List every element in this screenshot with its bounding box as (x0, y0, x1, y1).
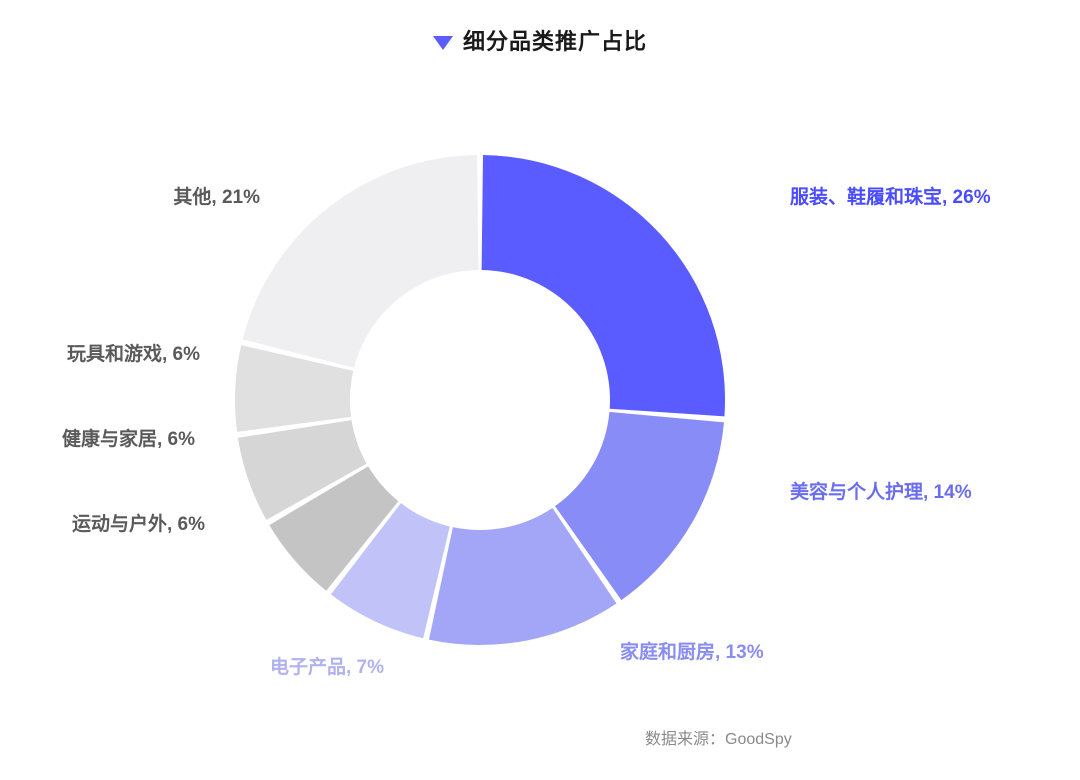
slice-label-apparel: 服装、鞋履和珠宝, 26% (790, 182, 991, 209)
chart-container: 细分品类推广占比 服装、鞋履和珠宝, 26%美容与个人护理, 14%家庭和厨房,… (0, 0, 1080, 780)
data-source: 数据来源：GoodSpy (645, 725, 792, 749)
slice-label-beauty: 美容与个人护理, 14% (790, 477, 972, 504)
donut-chart (0, 0, 1080, 780)
slice-label-sports: 运动与户外, 6% (72, 509, 205, 536)
slice-label-home: 家庭和厨房, 13% (620, 637, 764, 664)
slice-label-toys: 玩具和游戏, 6% (67, 339, 200, 366)
slice-label-other: 其他, 21% (173, 182, 260, 209)
slice-other (243, 155, 479, 368)
slice-label-elec: 电子产品, 7% (270, 652, 384, 679)
slice-label-health: 健康与家居, 6% (62, 424, 195, 451)
source-prefix: 数据来源： (645, 731, 725, 748)
source-name: GoodSpy (725, 731, 792, 748)
slice-apparel (482, 155, 725, 416)
